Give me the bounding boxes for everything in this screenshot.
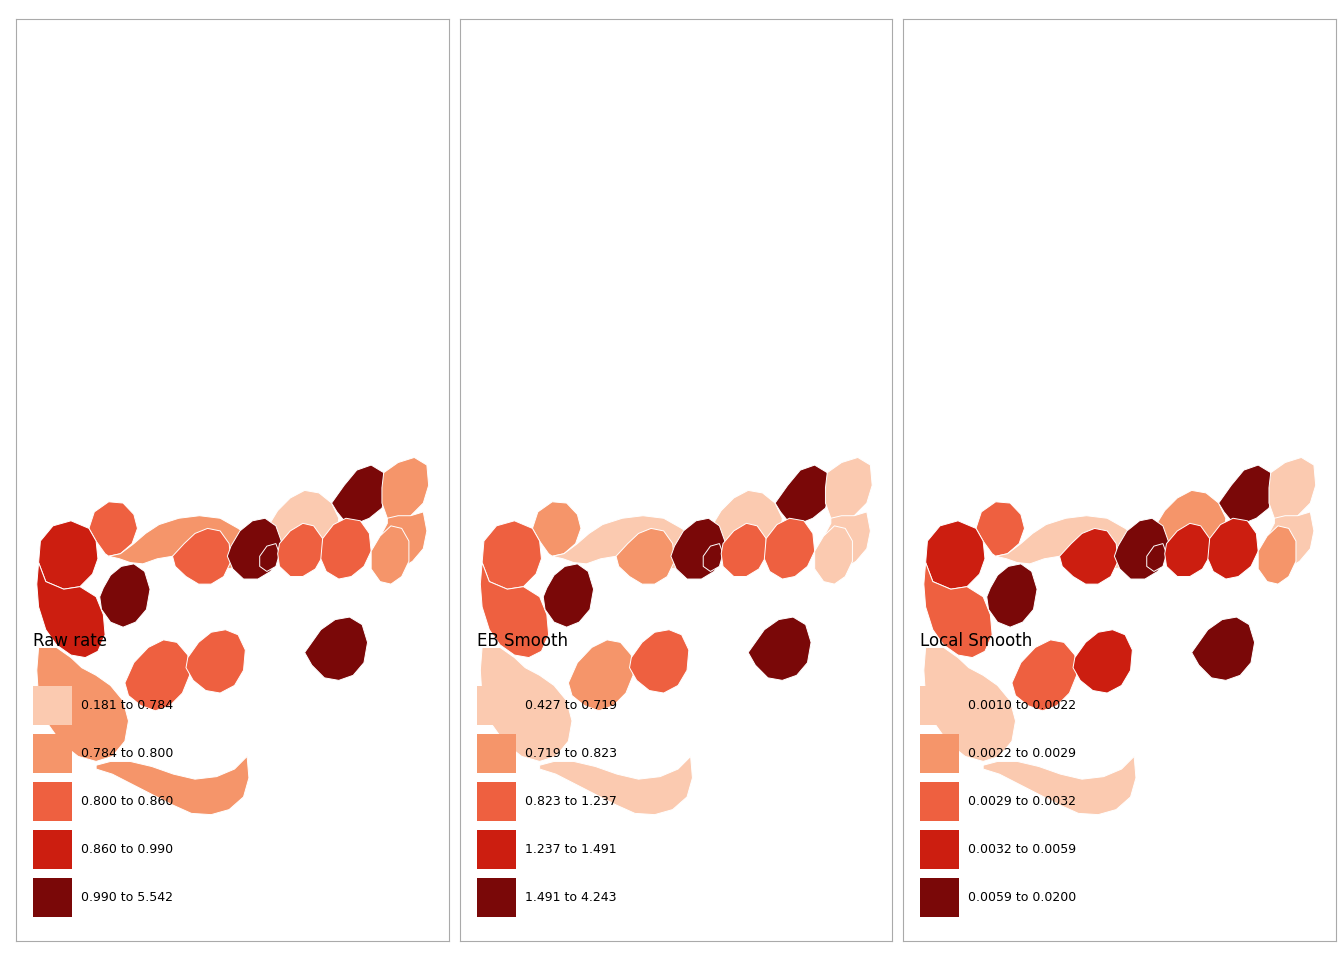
Polygon shape	[99, 564, 151, 627]
Polygon shape	[923, 647, 1016, 761]
Polygon shape	[1145, 491, 1226, 554]
Text: 0.0059 to 0.0200: 0.0059 to 0.0200	[968, 891, 1077, 904]
Polygon shape	[305, 617, 367, 681]
Text: 1.491 to 4.243: 1.491 to 4.243	[524, 891, 616, 904]
Polygon shape	[984, 756, 1136, 815]
Bar	[477, 878, 516, 917]
Bar	[921, 878, 960, 917]
Polygon shape	[1073, 630, 1133, 693]
Polygon shape	[185, 630, 246, 693]
Polygon shape	[1012, 640, 1077, 710]
Polygon shape	[722, 523, 766, 577]
Polygon shape	[703, 543, 723, 571]
Text: 0.990 to 5.542: 0.990 to 5.542	[81, 891, 173, 904]
Bar	[34, 734, 73, 773]
Text: 0.0029 to 0.0032: 0.0029 to 0.0032	[968, 795, 1077, 808]
Text: 0.427 to 0.719: 0.427 to 0.719	[524, 699, 617, 712]
Bar	[921, 686, 960, 725]
Polygon shape	[482, 520, 542, 589]
Text: 0.0022 to 0.0029: 0.0022 to 0.0029	[968, 747, 1077, 760]
Polygon shape	[382, 458, 429, 523]
Polygon shape	[1269, 512, 1314, 569]
Polygon shape	[926, 520, 985, 589]
Polygon shape	[996, 516, 1145, 569]
Polygon shape	[540, 756, 692, 815]
Text: 1.237 to 1.491: 1.237 to 1.491	[524, 843, 616, 856]
Polygon shape	[616, 528, 675, 584]
Bar	[477, 734, 516, 773]
Bar	[477, 782, 516, 821]
Polygon shape	[258, 491, 339, 554]
Polygon shape	[278, 523, 323, 577]
Polygon shape	[227, 518, 281, 579]
Polygon shape	[1192, 617, 1254, 681]
Polygon shape	[671, 518, 724, 579]
Polygon shape	[702, 491, 782, 554]
Text: 0.719 to 0.823: 0.719 to 0.823	[524, 747, 617, 760]
Polygon shape	[552, 516, 702, 569]
Polygon shape	[825, 512, 871, 569]
Polygon shape	[814, 526, 852, 584]
Polygon shape	[569, 640, 633, 710]
Polygon shape	[332, 465, 387, 523]
Polygon shape	[1165, 523, 1210, 577]
Polygon shape	[382, 512, 427, 569]
Polygon shape	[1146, 543, 1167, 571]
Polygon shape	[89, 502, 137, 556]
Bar	[34, 878, 73, 917]
Polygon shape	[1114, 518, 1168, 579]
Text: 0.860 to 0.990: 0.860 to 0.990	[81, 843, 173, 856]
Polygon shape	[976, 502, 1024, 556]
Polygon shape	[986, 564, 1038, 627]
Polygon shape	[39, 520, 98, 589]
Bar	[34, 686, 73, 725]
Polygon shape	[532, 502, 581, 556]
Text: EB Smooth: EB Smooth	[477, 633, 569, 651]
Polygon shape	[923, 563, 992, 658]
Polygon shape	[749, 617, 810, 681]
Polygon shape	[1059, 528, 1118, 584]
Polygon shape	[321, 518, 371, 579]
Bar	[921, 782, 960, 821]
Polygon shape	[1208, 518, 1258, 579]
Polygon shape	[765, 518, 814, 579]
Text: 0.0010 to 0.0022: 0.0010 to 0.0022	[968, 699, 1077, 712]
Text: 0.823 to 1.237: 0.823 to 1.237	[524, 795, 617, 808]
Bar	[921, 734, 960, 773]
Polygon shape	[125, 640, 190, 710]
Polygon shape	[1258, 526, 1296, 584]
Bar	[477, 830, 516, 869]
Text: 0.181 to 0.784: 0.181 to 0.784	[81, 699, 173, 712]
Text: 0.784 to 0.800: 0.784 to 0.800	[81, 747, 173, 760]
Polygon shape	[775, 465, 831, 523]
Polygon shape	[1269, 458, 1316, 523]
Polygon shape	[259, 543, 280, 571]
Polygon shape	[97, 756, 249, 815]
Polygon shape	[629, 630, 689, 693]
Polygon shape	[36, 563, 105, 658]
Polygon shape	[1219, 465, 1274, 523]
Bar	[34, 830, 73, 869]
Polygon shape	[543, 564, 594, 627]
Polygon shape	[371, 526, 409, 584]
Bar	[477, 686, 516, 725]
Polygon shape	[480, 563, 548, 658]
Text: Local Smooth: Local Smooth	[921, 633, 1032, 651]
Polygon shape	[172, 528, 231, 584]
Polygon shape	[36, 647, 129, 761]
Polygon shape	[480, 647, 573, 761]
Text: Raw rate: Raw rate	[34, 633, 108, 651]
Text: 0.0032 to 0.0059: 0.0032 to 0.0059	[968, 843, 1077, 856]
Polygon shape	[109, 516, 258, 569]
Polygon shape	[825, 458, 872, 523]
Bar	[921, 830, 960, 869]
Bar	[34, 782, 73, 821]
Text: 0.800 to 0.860: 0.800 to 0.860	[81, 795, 173, 808]
